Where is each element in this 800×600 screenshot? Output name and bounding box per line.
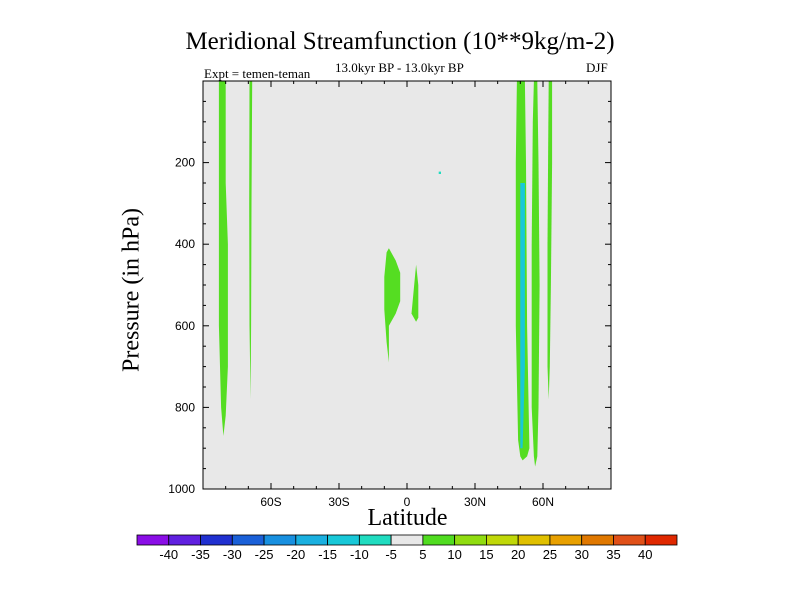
y-tick-label: 400	[175, 237, 195, 251]
colorbar-label: -20	[286, 547, 305, 562]
region-tropical-positive-west	[384, 248, 401, 363]
colorbar-label: 15	[479, 547, 493, 562]
colorbar-label: 30	[574, 547, 588, 562]
colorbar-swatch	[422, 534, 456, 546]
colorbar-swatch	[486, 534, 519, 546]
colorbar-swatch	[517, 534, 551, 546]
colorbar-swatch	[358, 534, 392, 546]
x-axis-label: Latitude	[367, 505, 448, 531]
colorbar-label: 25	[543, 547, 557, 562]
y-tick-label: 600	[175, 319, 195, 333]
colorbar-swatch	[581, 534, 614, 546]
colorbar-label: 5	[419, 547, 426, 562]
colorbar-swatch	[295, 534, 328, 546]
x-tick-label: 60N	[532, 495, 554, 509]
chart-title: Meridional Streamfunction (10**9kg/m-2)	[185, 28, 615, 55]
experiment-label: Expt = temen-teman	[204, 66, 311, 81]
colorbar-label: -10	[350, 547, 369, 562]
y-axis-label: Pressure (in hPa)	[118, 208, 145, 372]
region-nh-midlat-core	[520, 183, 525, 449]
region-tropical-positive-east	[411, 264, 419, 322]
region-nh-highlat-positive	[531, 81, 540, 467]
region-sh-high-lat-positive	[218, 81, 228, 436]
colorbar-label: 10	[447, 547, 461, 562]
colorbar-label: -40	[159, 547, 178, 562]
x-tick-label: 60S	[260, 495, 281, 509]
x-tick-label: 0	[404, 495, 411, 509]
colorbar-swatch	[327, 534, 360, 546]
colorbar-swatch	[644, 534, 678, 546]
plot-background	[203, 81, 611, 489]
colorbar-swatch	[231, 534, 265, 546]
colorbar-swatch	[263, 534, 297, 546]
colorbar-swatch	[613, 534, 646, 546]
y-tick-label: 1000	[168, 482, 195, 496]
region-nh-polar-positive	[547, 81, 553, 400]
colorbar-label: -30	[223, 547, 242, 562]
colorbar-label: -5	[385, 547, 397, 562]
y-tick-label: 200	[175, 156, 195, 170]
colorbar-swatch	[549, 534, 583, 546]
colorbar-swatch	[136, 534, 170, 546]
y-tick-label: 800	[175, 400, 195, 414]
region-sh-narrow-positive	[249, 81, 253, 400]
colorbar-label: 20	[511, 547, 525, 562]
season-label: DJF	[586, 60, 608, 75]
colorbar-swatch	[168, 534, 201, 546]
colorbar-label: 40	[638, 547, 652, 562]
colorbar-swatch	[200, 534, 233, 546]
x-tick-label: 30N	[464, 495, 486, 509]
x-tick-label: 30S	[328, 495, 349, 509]
colorbar-label: -15	[318, 547, 337, 562]
colorbar-label: -35	[191, 547, 210, 562]
colorbar-label: 35	[606, 547, 620, 562]
colorbar-swatch	[390, 534, 424, 546]
region-isolated-point	[438, 171, 441, 174]
colorbar-swatch	[454, 534, 487, 546]
colorbar-label: -25	[255, 547, 274, 562]
chart-subtitle: 13.0kyr BP - 13.0kyr BP	[335, 60, 464, 75]
